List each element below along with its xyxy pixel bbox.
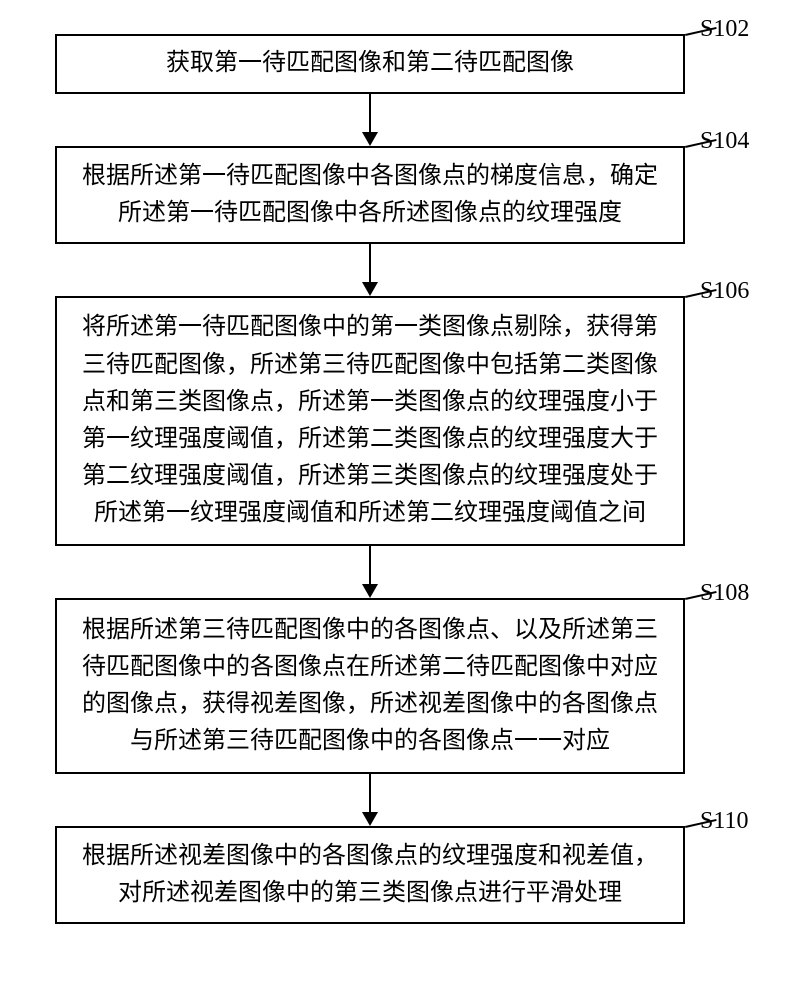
- step-text: 根据所述视差图像中的各图像点的纹理强度和视差值，对所述视差图像中的第三类图像点进…: [71, 838, 669, 912]
- arrow-head-icon: [362, 812, 378, 826]
- arrow-head-icon: [362, 282, 378, 296]
- arrow-stem: [369, 244, 371, 282]
- step-box-s102: 获取第一待匹配图像和第二待匹配图像: [55, 34, 685, 94]
- arrow-stem: [369, 94, 371, 132]
- step-text: 获取第一待匹配图像和第二待匹配图像: [166, 45, 574, 82]
- step-box-s106: 将所述第一待匹配图像中的第一类图像点剔除，获得第三待匹配图像，所述第三待匹配图像…: [55, 296, 685, 546]
- step-box-s104: 根据所述第一待匹配图像中各图像点的梯度信息，确定所述第一待匹配图像中各所述图像点…: [55, 146, 685, 244]
- step-text: 根据所述第一待匹配图像中各图像点的梯度信息，确定所述第一待匹配图像中各所述图像点…: [71, 158, 669, 232]
- step-text: 根据所述第三待匹配图像中的各图像点、以及所述第三待匹配图像中的各图像点在所述第二…: [71, 612, 669, 761]
- arrow-stem: [369, 774, 371, 812]
- arrow-stem: [369, 546, 371, 584]
- arrow-head-icon: [362, 584, 378, 598]
- step-text: 将所述第一待匹配图像中的第一类图像点剔除，获得第三待匹配图像，所述第三待匹配图像…: [71, 309, 669, 532]
- step-box-s110: 根据所述视差图像中的各图像点的纹理强度和视差值，对所述视差图像中的第三类图像点进…: [55, 826, 685, 924]
- arrow-head-icon: [362, 132, 378, 146]
- step-box-s108: 根据所述第三待匹配图像中的各图像点、以及所述第三待匹配图像中的各图像点在所述第二…: [55, 598, 685, 774]
- flowchart-canvas: 获取第一待匹配图像和第二待匹配图像S102根据所述第一待匹配图像中各图像点的梯度…: [0, 0, 793, 1000]
